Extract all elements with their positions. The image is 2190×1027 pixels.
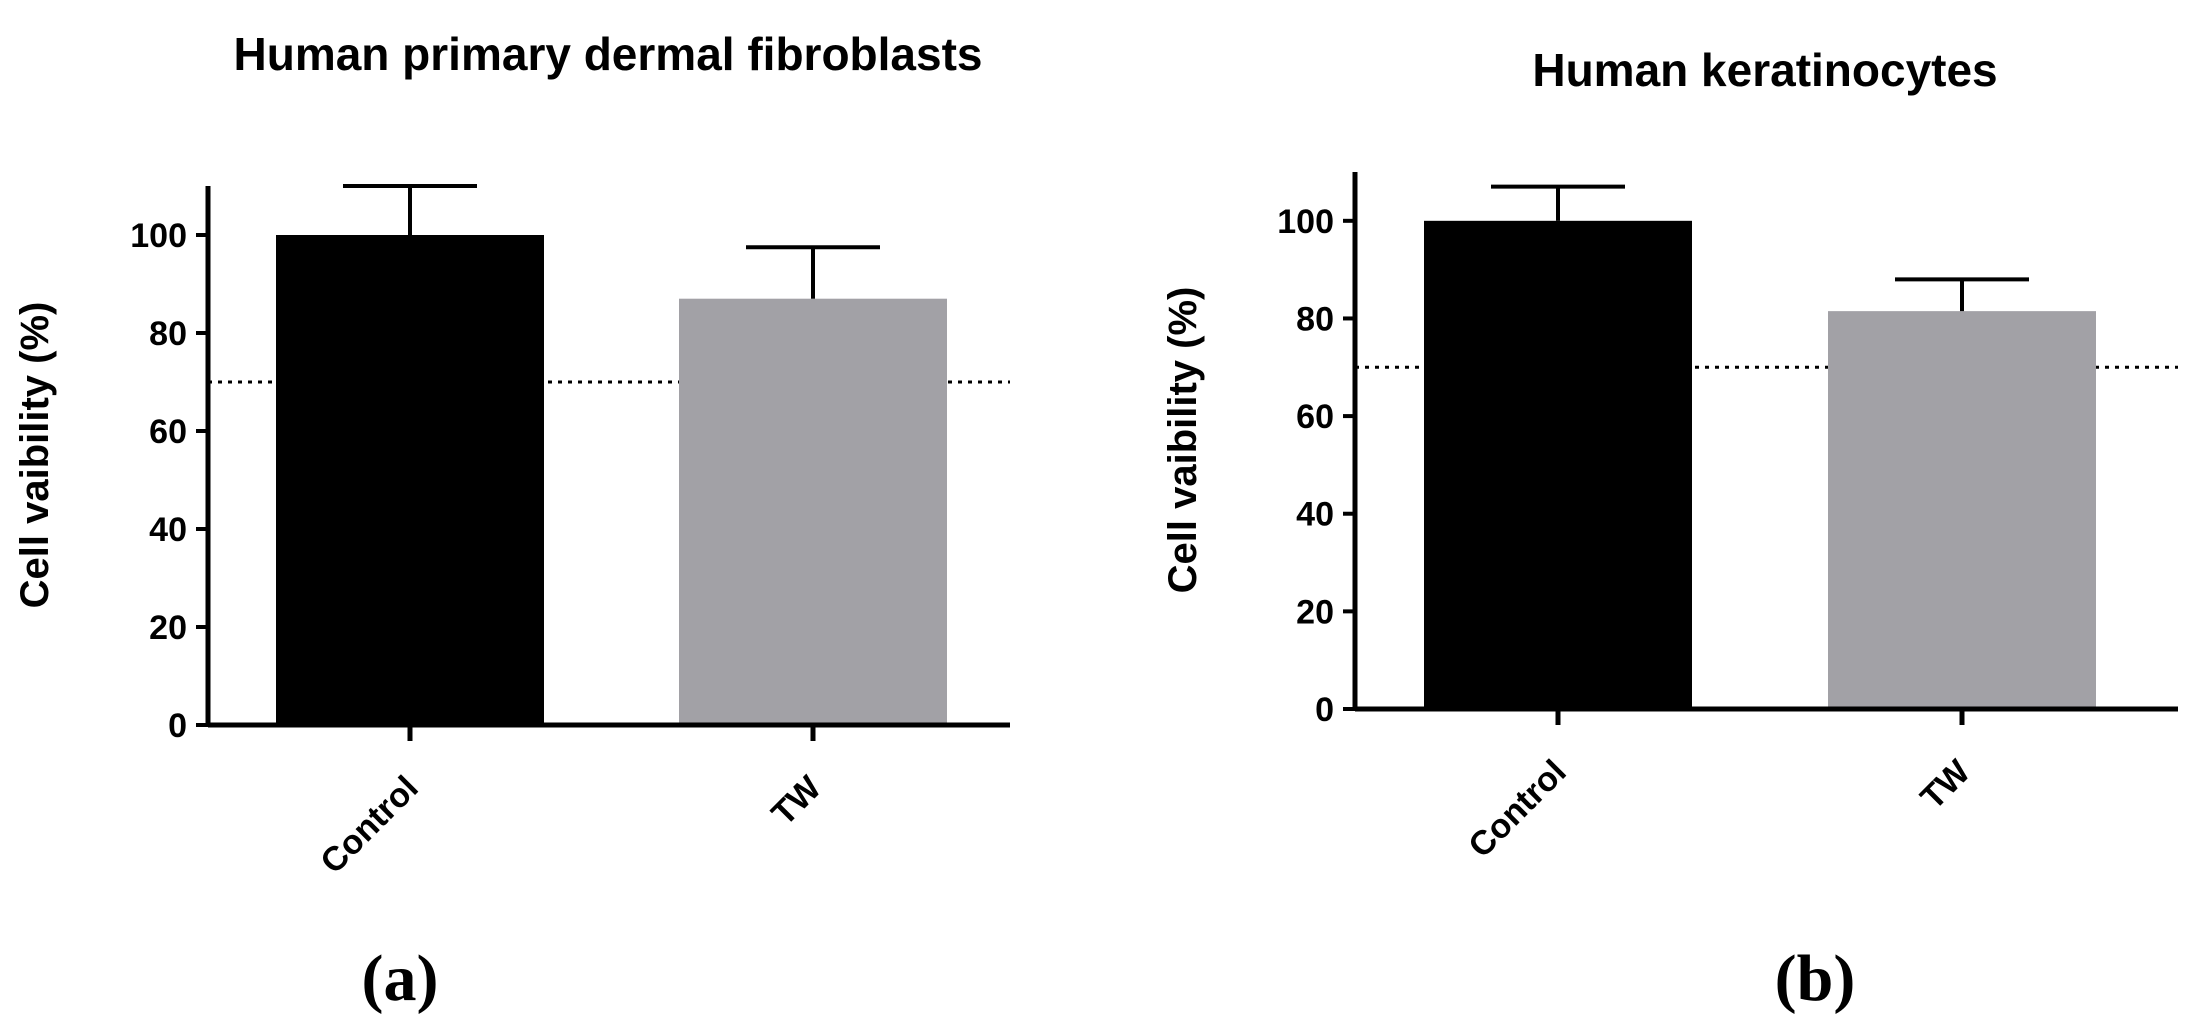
chart-b-bar-control — [1424, 220, 1692, 709]
chart-b-y-tick-label: 20 — [1296, 593, 1334, 631]
chart-a-y-tick-label: 80 — [149, 315, 187, 353]
chart-b-x-tick-label: Control — [1461, 753, 1573, 865]
chart-b-y-tick-label: 0 — [1315, 691, 1334, 729]
chart-a-x-tick-label: TW — [764, 768, 829, 833]
chart-b-y-axis-label: Cell vaibility (%) — [1161, 287, 1205, 594]
chart-a: Human primary dermal fibroblasts Cell va… — [13, 28, 1010, 1015]
chart-a-y-tick-label: 60 — [149, 413, 187, 451]
chart-a-y-tick-label: 20 — [149, 609, 187, 647]
chart-a-bar-control — [276, 235, 544, 725]
chart-b-x-tick-label: TW — [1913, 752, 1978, 817]
chart-b-bar-tw — [1828, 311, 2096, 709]
chart-b-y-tick-label: 60 — [1296, 398, 1334, 436]
chart-b-y-tick-label: 100 — [1277, 203, 1334, 241]
chart-a-y-tick-label: 100 — [130, 217, 187, 255]
chart-a-y-axis-label: Cell vaibility (%) — [13, 302, 57, 609]
chart-b-y-tick-label: 80 — [1296, 300, 1334, 338]
chart-a-title: Human primary dermal fibroblasts — [234, 28, 983, 80]
chart-b-y-tick-label: 40 — [1296, 496, 1334, 534]
chart-a-panel-label: (a) — [362, 942, 439, 1015]
chart-a-y-tick-label: 40 — [149, 511, 187, 549]
chart-a-y-tick-label: 0 — [168, 707, 187, 745]
chart-a-bar-tw — [679, 298, 947, 725]
chart-b: Human keratinocytes Cell vaibility (%) (… — [1161, 44, 2178, 1015]
chart-a-x-tick-label: Control — [313, 769, 425, 881]
chart-b-title: Human keratinocytes — [1532, 44, 1997, 96]
chart-b-panel-label: (b) — [1775, 942, 1856, 1015]
